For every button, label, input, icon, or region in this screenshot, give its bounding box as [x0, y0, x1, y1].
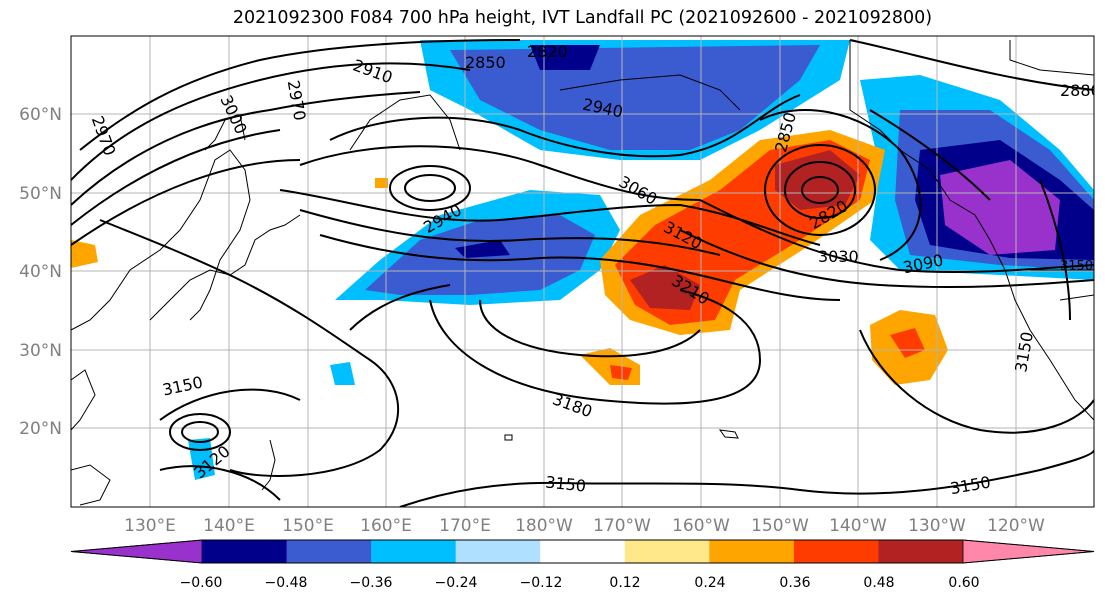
ivt-negative-central-max: [455, 240, 510, 258]
colorbar-tick-label: −0.36: [350, 575, 393, 591]
colorbar-extend-high: [962, 539, 1095, 564]
colorbar-tick-label: −0.60: [180, 575, 223, 591]
lon-label: 160°W: [672, 516, 730, 536]
ivt-negative-north-core: [450, 45, 820, 150]
lon-label: 170°E: [439, 516, 491, 536]
ivt-shading: [71, 40, 1094, 480]
colorbar-segment: [540, 540, 626, 563]
colorbar-tick-label: 0.24: [694, 575, 725, 591]
graticule: [71, 36, 1094, 507]
contour-label: 3030: [818, 247, 859, 266]
colorbar-extend-low: [70, 539, 203, 564]
lon-label: 130°E: [124, 516, 176, 536]
chart-title: 2021092300 F084 700 hPa height, IVT Land…: [232, 8, 933, 28]
lat-label: 40°N: [19, 262, 62, 282]
colorbar-segment: [455, 540, 541, 563]
lon-label: 150°W: [751, 516, 809, 536]
colorbar-segment: [286, 540, 372, 563]
colorbar-outline: [70, 539, 1095, 564]
colorbar-segment: [371, 540, 457, 563]
colorbar-tick-label: −0.12: [520, 575, 563, 591]
ivt-positive-subtropical-central-core: [610, 365, 632, 380]
lat-label: 60°N: [19, 105, 62, 125]
contour-label: 2820: [527, 42, 568, 61]
ivt-negative-east-max: [940, 160, 1060, 255]
height-contours: [71, 39, 1094, 507]
ivt-negative-small-1: [330, 362, 355, 385]
colorbar-tick-label: 0.12: [609, 575, 640, 591]
ivt-negative-north-max: [530, 45, 600, 70]
lon-label: 120°W: [987, 516, 1045, 536]
lon-label: 180°W: [515, 516, 573, 536]
ivt-positive-west-edge: [71, 240, 98, 268]
colorbar-segment: [624, 540, 710, 563]
contour-label: 2880: [1060, 81, 1101, 100]
ivt-positive-small: [375, 178, 388, 188]
lat-label: 50°N: [19, 184, 62, 204]
colorbar-segment: [202, 540, 288, 563]
lon-label: 140°W: [829, 516, 887, 536]
lon-label: 140°E: [203, 516, 255, 536]
colorbar-segments: [70, 539, 1095, 564]
colorbar-tick-label: 0.36: [779, 575, 810, 591]
lat-label: 20°N: [19, 419, 62, 439]
lon-label: 130°W: [908, 516, 966, 536]
lat-label: 30°N: [19, 341, 62, 361]
lon-label: 160°E: [360, 516, 412, 536]
contour-label: 3150: [1060, 259, 1093, 274]
map-frame: [70, 35, 1095, 508]
contour-label: 3150: [545, 472, 587, 495]
colorbar-tick-label: 0.60: [948, 575, 979, 591]
colorbar-segment: [793, 540, 879, 563]
colorbar-tick-label: −0.24: [435, 575, 478, 591]
ivt-positive-band-max: [775, 150, 860, 210]
colorbar-tick-label: −0.48: [265, 575, 308, 591]
colorbar-ticks: −0.60 −0.48 −0.36 −0.24 −0.12 0.12 0.24 …: [180, 575, 980, 591]
colorbar-segment: [709, 540, 795, 563]
lat-axis: 60°N 50°N 40°N 30°N 20°N: [19, 105, 62, 439]
contour-label: 2850: [465, 53, 506, 72]
lon-label: 170°W: [593, 516, 651, 536]
colorbar-segment: [878, 540, 964, 563]
lon-label: 150°E: [282, 516, 334, 536]
lon-axis: 130°E 140°E 150°E 160°E 170°E 180°W 170°…: [124, 516, 1045, 536]
colorbar-tick-label: 0.48: [863, 575, 894, 591]
ivt-positive-band-max-south: [630, 265, 700, 310]
